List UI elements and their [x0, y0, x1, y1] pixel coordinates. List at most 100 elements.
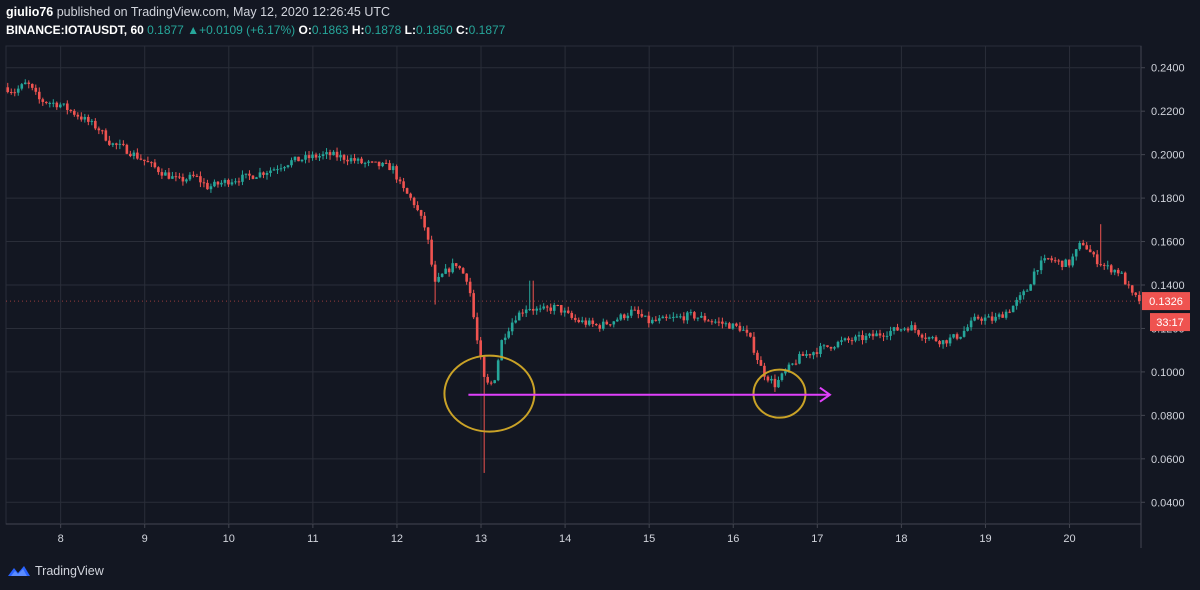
candle-body	[906, 328, 910, 331]
candle-body	[913, 325, 917, 331]
candle-body	[580, 320, 584, 323]
candle-body	[966, 327, 969, 331]
candle-body	[1113, 269, 1117, 273]
candle-body	[959, 336, 962, 339]
close-label: C:	[455, 23, 469, 37]
candle-body	[1137, 294, 1141, 302]
countdown-text: 33:17	[1156, 317, 1184, 329]
candle-body	[486, 376, 489, 383]
candle-body	[1120, 272, 1124, 274]
candle-body	[115, 143, 118, 145]
candle-body	[517, 312, 521, 321]
candle-body	[990, 316, 994, 321]
candle-body	[531, 308, 535, 311]
candle-body	[83, 116, 87, 120]
candle-body	[717, 321, 721, 323]
candle-body	[864, 335, 868, 341]
candle-body	[132, 152, 136, 157]
brand-text: TradingView	[35, 564, 104, 578]
candle-body	[938, 341, 941, 345]
candle-body	[160, 172, 164, 176]
candle-body	[857, 335, 861, 337]
candle-body	[976, 316, 980, 319]
candle-body	[700, 315, 703, 318]
candle-body	[843, 338, 847, 341]
candle-body	[346, 159, 349, 162]
candle-body	[644, 315, 647, 317]
candle-body	[402, 181, 405, 189]
candle-body	[665, 316, 668, 318]
candle-body	[66, 103, 69, 110]
candle-body	[584, 320, 588, 325]
candle-body	[1130, 285, 1134, 293]
candle-body	[1088, 249, 1092, 253]
candle-body	[1025, 290, 1029, 292]
candle-body	[622, 314, 626, 319]
candle-body	[815, 352, 819, 354]
candle-body	[563, 310, 567, 313]
candle-body	[524, 309, 528, 314]
candle-body	[745, 329, 749, 333]
symbol-label: BINANCE:IOTAUSDT, 60	[6, 23, 144, 37]
tradingview-logo[interactable]: TradingView	[8, 564, 104, 578]
y-tick-label: 0.0600	[1151, 454, 1185, 466]
candle-body	[34, 87, 38, 92]
candle-body	[601, 321, 605, 329]
open-label: O:	[298, 23, 312, 37]
candle-body	[101, 130, 104, 132]
candle-body	[213, 181, 216, 187]
y-tick-label: 0.0400	[1151, 497, 1185, 509]
candle-body	[472, 293, 475, 318]
x-tick-label: 10	[223, 533, 235, 545]
candle-body	[871, 333, 875, 337]
candle-body	[335, 151, 339, 158]
candle-body	[566, 310, 570, 313]
candle-body	[570, 312, 574, 318]
candle-body	[973, 316, 976, 321]
candle-body	[934, 337, 938, 342]
candle-body	[363, 162, 367, 164]
candle-body	[458, 266, 461, 269]
candle-body	[731, 323, 735, 329]
candle-body	[983, 317, 987, 321]
candle-body	[27, 82, 31, 84]
candle-body	[920, 334, 924, 338]
highlight-circle	[752, 368, 807, 419]
highlight-circle	[443, 354, 536, 433]
time-axis: 8 9 10 11 12 13 14 15 16 17 18 19 20	[58, 524, 1076, 545]
candle-body	[1116, 269, 1120, 274]
candle-body	[367, 161, 370, 163]
candle-body	[710, 321, 714, 323]
candle-body	[493, 380, 496, 384]
x-tick-label: 17	[811, 533, 823, 545]
candle-body	[405, 188, 409, 194]
candle-body	[615, 319, 619, 322]
candle-body	[332, 151, 335, 156]
candle-body	[325, 152, 328, 155]
candle-body	[714, 321, 717, 323]
candle-body	[948, 337, 952, 344]
candle-body	[941, 340, 945, 345]
candle-body	[489, 382, 493, 384]
candle-body	[444, 268, 447, 274]
candle-body	[721, 321, 724, 324]
candle-body	[328, 152, 332, 156]
candle-body	[808, 354, 812, 356]
candle-body	[1081, 242, 1085, 246]
candle-body	[244, 173, 248, 175]
high-value: 0.1878	[364, 23, 402, 37]
candle-body	[798, 353, 801, 364]
candle-body	[9, 91, 13, 93]
candle-body	[342, 155, 346, 160]
candle-body	[640, 313, 644, 317]
candle-body	[885, 335, 889, 337]
candle-body	[125, 144, 129, 154]
triangle-up-icon: ▲	[187, 23, 200, 37]
candle-body	[416, 205, 419, 211]
candle-body	[44, 101, 48, 103]
candle-body	[143, 159, 146, 162]
candle-body	[591, 320, 595, 324]
candle-body	[994, 316, 997, 321]
candle-body	[1106, 265, 1110, 267]
